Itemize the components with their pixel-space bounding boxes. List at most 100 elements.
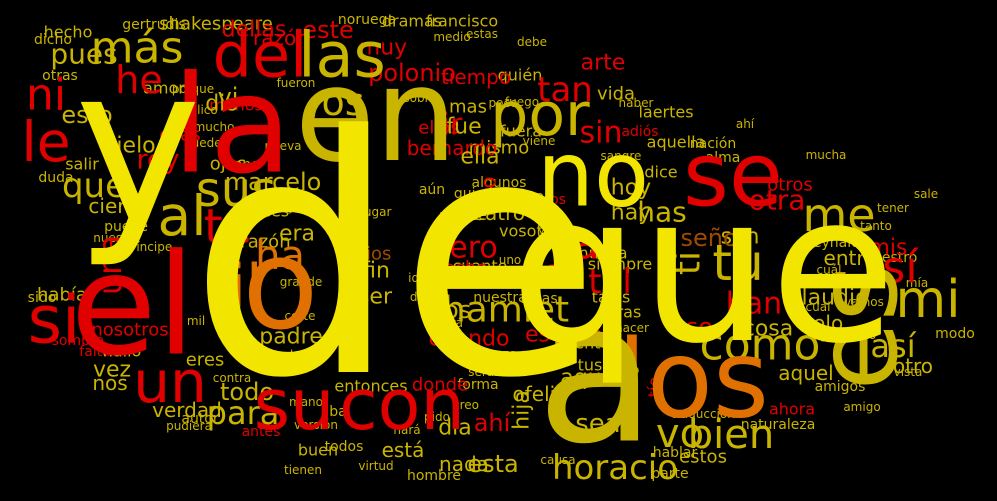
cloud-word: virtud	[358, 459, 393, 473]
cloud-word: corazón	[219, 232, 290, 253]
cloud-word: todo	[220, 378, 274, 406]
cloud-word: adiós	[621, 124, 658, 140]
cloud-word: tu	[712, 234, 763, 292]
cloud-word: escena	[525, 323, 603, 348]
cloud-word: sí	[882, 243, 919, 294]
cloud-word: hará	[393, 423, 420, 437]
cloud-word: esto	[61, 101, 112, 129]
cloud-word: aquel	[778, 361, 834, 385]
cloud-word: puedes	[184, 136, 228, 150]
cloud-word: causa	[540, 453, 575, 467]
cloud-word: como	[700, 320, 821, 371]
cloud-word: tan	[537, 70, 593, 110]
cloud-word: tiene	[224, 157, 259, 173]
cloud-word: es	[793, 263, 923, 390]
cloud-word: quién	[498, 66, 543, 85]
cloud-word: tus	[578, 356, 603, 375]
cloud-word: hecho	[44, 23, 93, 42]
cloud-word: traducción	[671, 407, 735, 421]
cloud-word: noche	[433, 258, 488, 279]
cloud-word: al	[158, 184, 207, 248]
cloud-word: sea	[575, 409, 620, 439]
cloud-word: a	[536, 260, 656, 487]
cloud-word: sido	[28, 290, 57, 306]
cloud-word: era	[279, 222, 315, 247]
cloud-word: claudio	[789, 286, 868, 311]
cloud-word: bien	[688, 412, 774, 458]
cloud-word: pues	[50, 38, 117, 71]
cloud-word: eres	[186, 350, 225, 371]
cloud-word: amor	[143, 79, 185, 98]
cloud-word: nada	[439, 452, 489, 476]
cloud-word: ha	[255, 233, 305, 279]
cloud-word: forma	[457, 377, 498, 393]
cloud-word: alma	[706, 150, 741, 166]
cloud-word: ellas	[159, 125, 200, 146]
cloud-word: fin	[362, 259, 390, 284]
cloud-word: hamlet	[443, 290, 569, 331]
cloud-word: algunos	[472, 175, 527, 191]
cloud-word: os	[550, 192, 566, 208]
cloud-word: mis	[868, 236, 907, 261]
cloud-word: marcelo	[225, 168, 322, 196]
cloud-word: una	[91, 235, 129, 295]
cloud-word: ojos	[210, 154, 246, 175]
cloud-word: los	[617, 318, 769, 443]
cloud-word: nación	[690, 136, 736, 152]
cloud-word: hay	[611, 201, 651, 226]
cloud-word: está	[382, 438, 425, 462]
cloud-word: día	[438, 416, 472, 441]
cloud-word: mas	[449, 97, 487, 118]
cloud-word: versión	[294, 418, 338, 432]
cloud-word: il	[229, 252, 262, 322]
cloud-word: todavía	[274, 348, 319, 362]
cloud-word: tanto	[860, 219, 892, 233]
cloud-word: rey	[136, 145, 179, 176]
cloud-word: horacio	[552, 448, 678, 488]
word-cloud-words: virtudsobreestasdebemediohacerfuegoguill…	[21, 12, 974, 489]
cloud-word: para	[207, 394, 280, 432]
cloud-word: tales	[592, 288, 631, 307]
cloud-word: cuando	[429, 327, 510, 352]
cloud-word: le	[21, 110, 70, 174]
cloud-word: autor	[181, 411, 219, 427]
cloud-word: aquí	[560, 366, 608, 391]
cloud-word: mía	[906, 276, 928, 290]
cloud-word: sobre	[403, 91, 436, 105]
cloud-word: será	[437, 316, 463, 330]
cloud-word: veces	[243, 202, 289, 221]
cloud-word: aquella	[647, 133, 706, 152]
cloud-word: aquí	[591, 369, 618, 383]
cloud-word: voz	[531, 203, 559, 222]
cloud-word: otro	[893, 354, 933, 378]
cloud-word: cierto	[88, 194, 145, 218]
cloud-word: dice	[644, 163, 677, 182]
cloud-word: del	[213, 19, 308, 92]
cloud-word: cual	[806, 300, 831, 314]
cloud-word: shakespeare	[159, 14, 273, 35]
cloud-word: me	[802, 188, 875, 242]
cloud-word: por	[490, 80, 590, 150]
cloud-word: este	[302, 16, 353, 44]
cloud-word: noruega	[338, 12, 396, 28]
cloud-word: mismo	[469, 138, 529, 159]
cloud-word: guillermo	[820, 328, 876, 342]
cloud-word: tío	[645, 377, 664, 398]
cloud-word: ser	[358, 285, 393, 310]
cloud-word: poco	[489, 96, 518, 110]
cloud-word: francisco	[426, 12, 498, 31]
cloud-word: si	[28, 282, 81, 359]
cloud-word: las	[298, 19, 386, 92]
cloud-word: hombre	[407, 468, 461, 484]
cloud-word: grande	[280, 275, 323, 289]
cloud-word: nueva	[264, 139, 301, 153]
cloud-word: solo	[803, 311, 843, 335]
cloud-word: eso	[671, 313, 713, 341]
cloud-word: nosotros	[91, 320, 168, 341]
cloud-word: quiero	[454, 186, 498, 202]
cloud-word: así	[870, 327, 916, 365]
cloud-word: fuego	[505, 95, 539, 109]
cloud-word: uno	[476, 176, 500, 214]
cloud-word: vo	[656, 411, 704, 457]
